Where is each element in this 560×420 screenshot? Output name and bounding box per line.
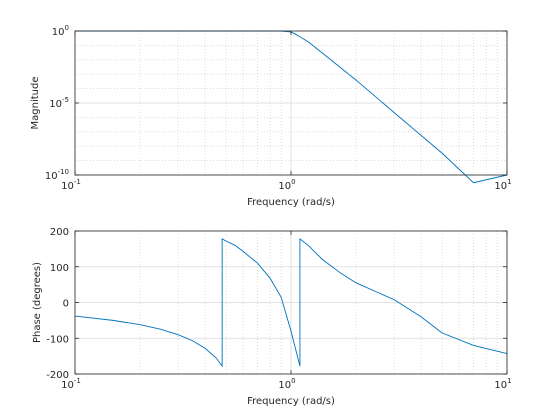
y-tick-label: 100 (52, 24, 69, 38)
y-tick-label: 100 (50, 263, 69, 274)
phase-axes: 10-1 100 101 200 100 0 -100 -200 Frequency (rad/… (32, 227, 512, 407)
y-tick-label: 0 (63, 299, 69, 310)
x-tick-label: 10-1 (61, 377, 81, 391)
x-tick-label: 10-1 (61, 178, 81, 192)
x-tick-label: 100 (278, 178, 295, 192)
x-tick-label: 101 (494, 178, 511, 192)
x-tick-label: 101 (494, 377, 511, 391)
y-tick-label: 10-5 (49, 96, 69, 110)
series-line-0 (74, 237, 508, 368)
x-tick-label: 100 (278, 377, 295, 391)
y-axis-label: Phase (degrees) (32, 262, 43, 343)
y-tick-label: -200 (46, 370, 69, 381)
x-axis-label: Frequency (rad/s) (247, 197, 335, 208)
y-tick-label: -100 (46, 334, 69, 345)
x-axis-label: Frequency (rad/s) (247, 396, 335, 407)
magnitude-axes: 10-1 100 101 10-10 10-5 100 Frequency (rad/s) M… (30, 24, 512, 208)
y-tick-label: 10-10 (45, 168, 69, 182)
y-tick-label: 200 (50, 227, 69, 238)
y-axis-label: Magnitude (30, 77, 41, 130)
